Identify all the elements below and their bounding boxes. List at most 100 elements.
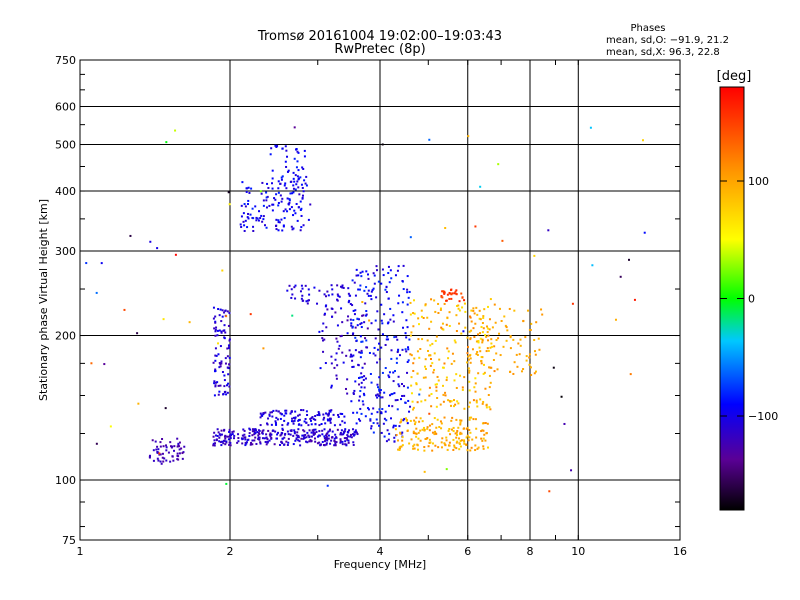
data-point <box>220 320 223 323</box>
data-point <box>269 411 272 414</box>
data-point <box>299 176 302 179</box>
data-point <box>479 318 482 321</box>
data-point <box>533 350 536 353</box>
data-point <box>343 430 346 433</box>
data-point <box>505 339 508 342</box>
data-point <box>363 321 366 324</box>
data-point <box>279 434 282 437</box>
data-point <box>351 325 354 328</box>
data-point <box>354 294 357 297</box>
data-point <box>481 429 484 432</box>
data-point <box>348 299 351 302</box>
x-tick-label: 2 <box>227 545 234 558</box>
data-point <box>487 339 490 342</box>
data-point <box>227 191 230 194</box>
data-point <box>306 299 309 302</box>
data-point <box>330 386 333 389</box>
data-point <box>242 220 245 223</box>
data-point <box>290 410 293 413</box>
data-point <box>460 332 463 335</box>
data-point <box>486 347 489 350</box>
data-point <box>336 340 339 343</box>
data-point <box>249 443 252 446</box>
data-point <box>530 374 533 377</box>
data-point <box>368 351 371 354</box>
stats-heading: Phases <box>630 23 665 34</box>
data-point <box>454 403 457 406</box>
data-point <box>351 279 354 282</box>
data-point <box>294 416 297 419</box>
data-point <box>498 307 501 310</box>
data-point <box>341 412 344 415</box>
data-point <box>227 373 230 376</box>
data-point <box>474 377 477 380</box>
y-axis-label: Stationary phase Virtual Height [km] <box>37 199 50 401</box>
data-point <box>212 435 215 438</box>
data-point <box>633 298 636 301</box>
data-point <box>367 289 370 292</box>
data-point <box>341 443 344 446</box>
data-point <box>482 327 485 330</box>
data-point <box>297 178 300 181</box>
data-point <box>214 334 217 337</box>
data-point <box>419 388 422 391</box>
data-point <box>468 354 471 357</box>
data-point <box>158 452 161 455</box>
data-point <box>309 203 312 206</box>
data-point <box>455 314 458 317</box>
data-point <box>485 432 488 435</box>
data-point <box>453 292 456 295</box>
data-point <box>280 178 283 181</box>
data-point <box>503 315 506 318</box>
data-point <box>387 374 390 377</box>
data-point <box>336 293 339 296</box>
data-point <box>385 291 388 294</box>
data-point <box>501 239 504 242</box>
data-point <box>330 355 333 358</box>
data-point <box>434 383 437 386</box>
data-point <box>322 418 325 421</box>
data-point <box>321 440 324 443</box>
data-point <box>276 144 279 147</box>
data-point <box>442 366 445 369</box>
data-point <box>222 439 225 442</box>
data-point <box>435 386 438 389</box>
data-point <box>447 429 450 432</box>
data-point <box>297 151 300 154</box>
data-point <box>481 402 484 405</box>
data-point <box>314 415 317 418</box>
data-point <box>324 422 327 425</box>
data-point <box>406 275 409 278</box>
data-point <box>455 373 458 376</box>
data-point <box>361 340 364 343</box>
data-point <box>271 209 274 212</box>
data-point <box>242 212 245 215</box>
data-point <box>466 449 469 452</box>
data-point <box>225 384 228 387</box>
data-point <box>218 390 221 393</box>
data-point <box>338 295 341 298</box>
data-point <box>431 362 434 365</box>
data-point <box>292 191 295 194</box>
data-point <box>437 311 440 314</box>
data-point <box>476 313 479 316</box>
data-point <box>447 399 450 402</box>
data-point <box>318 414 321 417</box>
data-point <box>297 439 300 442</box>
data-point <box>302 224 305 227</box>
data-point <box>482 372 485 375</box>
data-point <box>641 139 644 142</box>
data-point <box>534 353 537 356</box>
data-point <box>344 387 347 390</box>
data-point <box>267 429 270 432</box>
data-point <box>456 400 459 403</box>
data-point <box>382 422 385 425</box>
data-point <box>480 362 483 365</box>
data-point <box>443 416 446 419</box>
data-point <box>377 394 380 397</box>
data-point <box>318 424 321 427</box>
data-point <box>315 431 318 434</box>
data-point <box>257 438 260 441</box>
data-point <box>255 219 258 222</box>
data-point <box>377 328 380 331</box>
